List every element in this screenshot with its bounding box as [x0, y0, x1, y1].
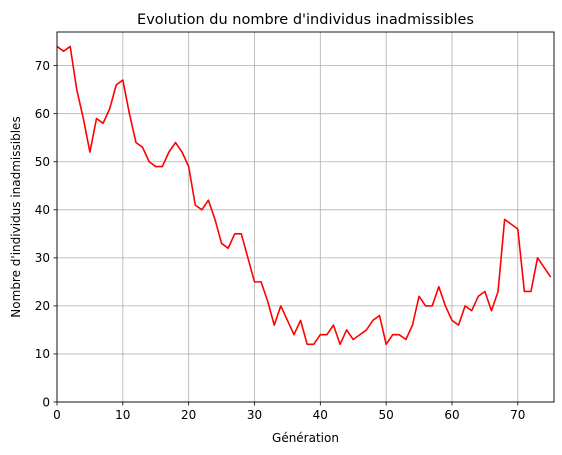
- y-axis-label: Nombre d'individus inadmissibles: [9, 116, 23, 317]
- x-tick-label: 40: [313, 408, 328, 422]
- y-tick-label: 60: [35, 107, 50, 121]
- x-tick-label: 10: [115, 408, 130, 422]
- y-tick-label: 0: [42, 395, 50, 409]
- x-tick-label: 50: [378, 408, 393, 422]
- series-line: [56, 45, 552, 346]
- x-tick-label: 70: [510, 408, 525, 422]
- plot-area: [57, 32, 554, 402]
- plot-frame: [56, 31, 555, 403]
- x-tick-label: 60: [444, 408, 459, 422]
- y-tick-label: 30: [35, 251, 50, 265]
- y-tick-label: 20: [35, 299, 50, 313]
- y-tick-label: 50: [35, 155, 50, 169]
- x-tick-label: 30: [247, 408, 262, 422]
- chart-title: Evolution du nombre d'individus inadmiss…: [137, 12, 474, 28]
- y-axis: 0 10 20 30 40 50 60 70: [35, 59, 57, 409]
- x-axis-label: Génération: [272, 431, 339, 445]
- x-tick-label: 20: [181, 408, 196, 422]
- series-group: [56, 45, 552, 346]
- y-tick-label: 10: [35, 347, 50, 361]
- x-tick-label: 0: [53, 408, 61, 422]
- x-axis: 0 10 20 30 40 50 60 70: [53, 402, 525, 422]
- y-tick-label: 70: [35, 59, 50, 73]
- y-tick-label: 40: [35, 203, 50, 217]
